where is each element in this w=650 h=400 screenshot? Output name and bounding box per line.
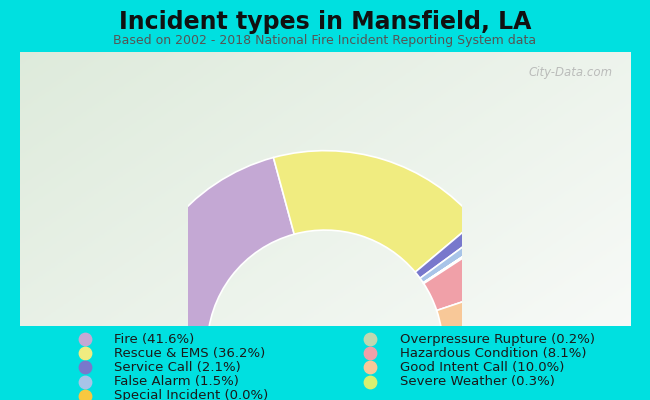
Text: Incident types in Mansfield, LA: Incident types in Mansfield, LA	[119, 10, 531, 34]
Wedge shape	[424, 240, 512, 310]
Text: False Alarm (1.5%): False Alarm (1.5%)	[114, 375, 239, 388]
Wedge shape	[423, 239, 490, 284]
Text: Based on 2002 - 2018 National Fire Incident Reporting System data: Based on 2002 - 2018 National Fire Incid…	[114, 34, 536, 47]
Wedge shape	[274, 151, 476, 272]
Text: Severe Weather (0.3%): Severe Weather (0.3%)	[400, 375, 554, 388]
Wedge shape	[420, 231, 489, 283]
Text: Service Call (2.1%): Service Call (2.1%)	[114, 361, 240, 374]
Text: Overpressure Rupture (0.2%): Overpressure Rupture (0.2%)	[400, 333, 595, 346]
Text: City-Data.com: City-Data.com	[528, 66, 612, 79]
Text: Rescue & EMS (36.2%): Rescue & EMS (36.2%)	[114, 347, 265, 360]
Text: Hazardous Condition (8.1%): Hazardous Condition (8.1%)	[400, 347, 586, 360]
Text: Fire (41.6%): Fire (41.6%)	[114, 333, 194, 346]
Wedge shape	[415, 221, 484, 278]
Text: Special Incident (0.0%): Special Incident (0.0%)	[114, 389, 268, 400]
Wedge shape	[437, 285, 522, 347]
Wedge shape	[443, 346, 523, 348]
Text: Good Intent Call (10.0%): Good Intent Call (10.0%)	[400, 361, 564, 374]
Wedge shape	[127, 158, 294, 348]
Wedge shape	[423, 239, 489, 283]
